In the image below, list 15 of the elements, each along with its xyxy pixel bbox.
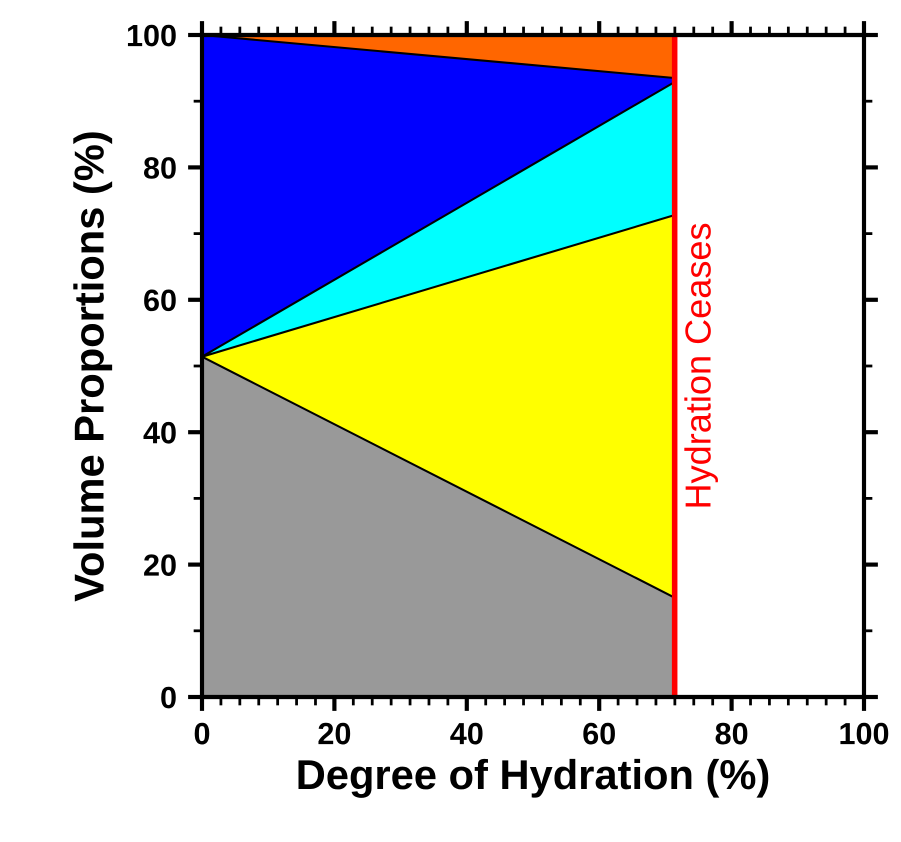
y-tick-label: 20 — [144, 554, 176, 576]
x-tick-label: 80 — [716, 722, 748, 744]
y-tick-label: 80 — [144, 157, 176, 179]
x-tick-label: 60 — [583, 722, 615, 744]
y-tick-label: 60 — [144, 290, 176, 312]
y-tick-label: 0 — [161, 686, 176, 708]
x-tick-label: 20 — [318, 722, 350, 744]
x-tick-label: 40 — [450, 722, 483, 744]
x-tick-label: 0 — [194, 722, 210, 744]
y-tick-label: 100 — [128, 24, 176, 46]
ref-line-label: Hydration Ceases — [684, 224, 718, 507]
y-axis-title: Volume Proportions (%) — [73, 132, 112, 602]
x-axis-title: Degree of Hydration (%) — [298, 758, 768, 798]
y-tick-label: 40 — [143, 422, 176, 444]
x-tick-label: 100 — [840, 722, 888, 744]
